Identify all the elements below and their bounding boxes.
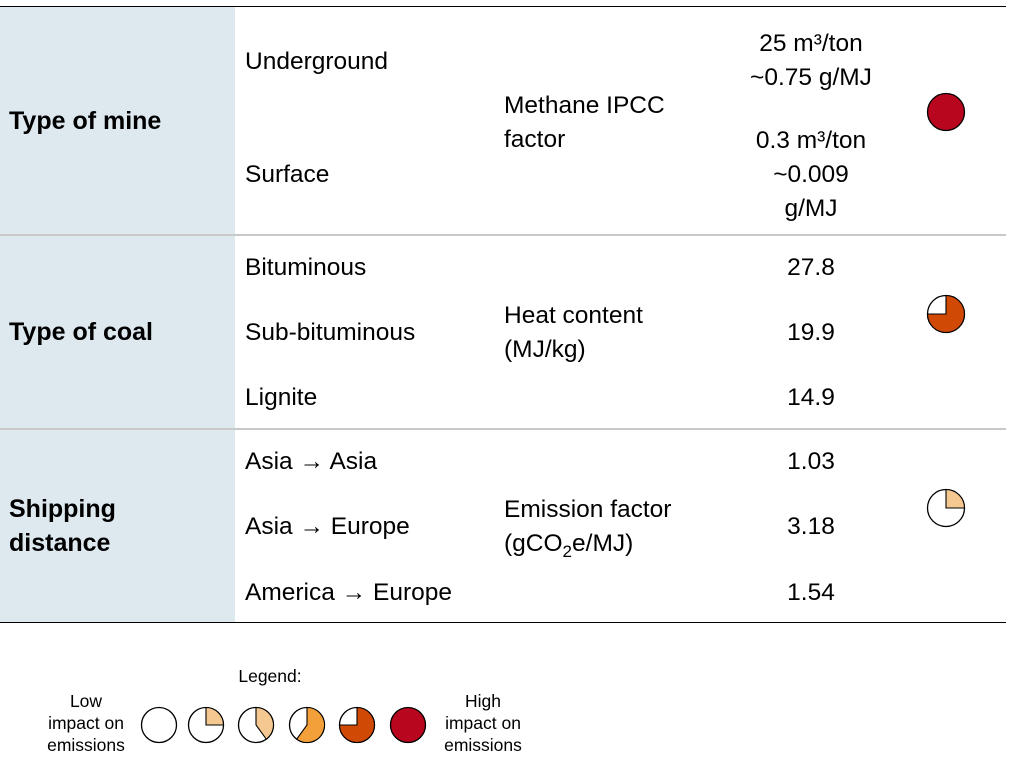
legend-line: High: [465, 691, 501, 711]
legend-line: emissions: [47, 735, 125, 755]
option-sub-bituminous: Sub-bituminous: [245, 319, 416, 346]
legend-title: Legend:: [238, 666, 302, 686]
row-divider: [0, 428, 1006, 430]
route-destination: Europe: [372, 579, 452, 606]
legend-pie-icon: [288, 706, 326, 744]
pie-slice: [945, 488, 966, 509]
parameter-text: (gCO: [504, 530, 563, 557]
parameter-label: Heat content (MJ/kg): [504, 299, 643, 367]
value-line: g/MJ: [784, 195, 838, 222]
arrow-right-icon: →: [341, 579, 367, 606]
row-header-line: Shipping: [9, 495, 116, 523]
pie-slice: [295, 706, 326, 744]
arrow-right-icon: →: [299, 513, 324, 540]
value-sub-bituminous: 19.9: [787, 319, 835, 346]
value-asia-asia: 1.03: [787, 448, 835, 475]
impact-pie-icon: [926, 488, 966, 528]
option-surface: Surface: [245, 161, 330, 188]
route-destination: Europe: [330, 513, 410, 540]
legend-pie-icon: [338, 706, 376, 744]
value-line: ~0.009: [773, 161, 849, 188]
legend-pie-icon: [187, 706, 225, 744]
pie-slice: [338, 706, 376, 744]
value-underground: 25 m³/ton ~0.75 g/MJ: [721, 27, 901, 95]
value-lignite: 14.9: [787, 384, 835, 411]
legend-high-label: High impact on emissions: [430, 690, 536, 756]
route-asia-europe: Asia → Europe: [245, 510, 410, 544]
route-asia-asia: Asia → Asia: [245, 445, 377, 479]
impact-pie-icon: [926, 92, 966, 132]
parameter-line: Emission factor: [504, 496, 672, 523]
legend-pie-icon: [237, 706, 275, 744]
pie-outline: [140, 706, 178, 744]
value-america-europe: 1.54: [787, 579, 835, 606]
row-header-line: distance: [9, 529, 111, 557]
parameter-text: e/MJ): [572, 530, 634, 557]
parameter-label: Methane IPCC factor: [504, 89, 665, 157]
pie-slice: [926, 294, 966, 334]
option-bituminous: Bituminous: [245, 254, 367, 281]
value-bituminous: 27.8: [787, 254, 835, 281]
pie-slice: [255, 706, 275, 740]
option-underground: Underground: [245, 48, 389, 75]
row-header-label: Type of coal: [9, 318, 154, 346]
legend-line: Low: [69, 691, 103, 711]
value-asia-europe: 3.18: [787, 513, 835, 540]
legend-pie-icon: [389, 706, 427, 744]
pie-outline: [389, 706, 427, 744]
parameter-line: Heat content: [504, 302, 643, 329]
value-line: ~0.75 g/MJ: [750, 64, 872, 91]
row-header-shipping-distance: Shipping distance: [0, 430, 235, 622]
row-header-label: Type of mine: [9, 106, 162, 135]
row-header-type-of-mine: Type of mine: [0, 7, 235, 234]
row-divider: [0, 234, 1006, 236]
row-header-label: Shipping distance: [0, 492, 116, 560]
value-line: 0.3 m³/ton: [755, 127, 867, 154]
parameter-line: (gCO2e/MJ): [504, 527, 671, 561]
arrow-right-icon: →: [299, 448, 324, 475]
pie-outline: [926, 92, 966, 132]
row-header-type-of-coal: Type of coal: [0, 236, 235, 428]
table-top-border: [0, 6, 1006, 7]
legend-pie-icon: [140, 706, 178, 744]
legend-low-label: Low impact on emissions: [34, 690, 138, 756]
parameter-subscript: 2: [562, 541, 573, 561]
route-america-europe: America → Europe: [245, 576, 452, 610]
route-origin: America: [245, 579, 335, 606]
parameter-label: Emission factor (gCO2e/MJ): [504, 493, 671, 561]
option-lignite: Lignite: [245, 384, 318, 411]
pie-slice: [205, 706, 225, 726]
legend-line: impact on: [48, 713, 124, 733]
table-bottom-border: [0, 622, 1006, 623]
parameter-line: (MJ/kg): [504, 336, 586, 363]
route-origin: Asia: [245, 513, 293, 540]
legend-line: emissions: [444, 735, 522, 755]
value-line: 25 m³/ton: [759, 30, 863, 57]
route-origin: Asia: [245, 448, 293, 475]
route-destination: Asia: [329, 448, 378, 475]
parameter-line: factor: [504, 126, 566, 153]
value-surface: 0.3 m³/ton ~0.009 g/MJ: [721, 124, 901, 226]
parameter-line: Methane IPCC: [504, 92, 665, 119]
legend-line: impact on: [445, 713, 521, 733]
impact-pie-icon: [926, 294, 966, 334]
